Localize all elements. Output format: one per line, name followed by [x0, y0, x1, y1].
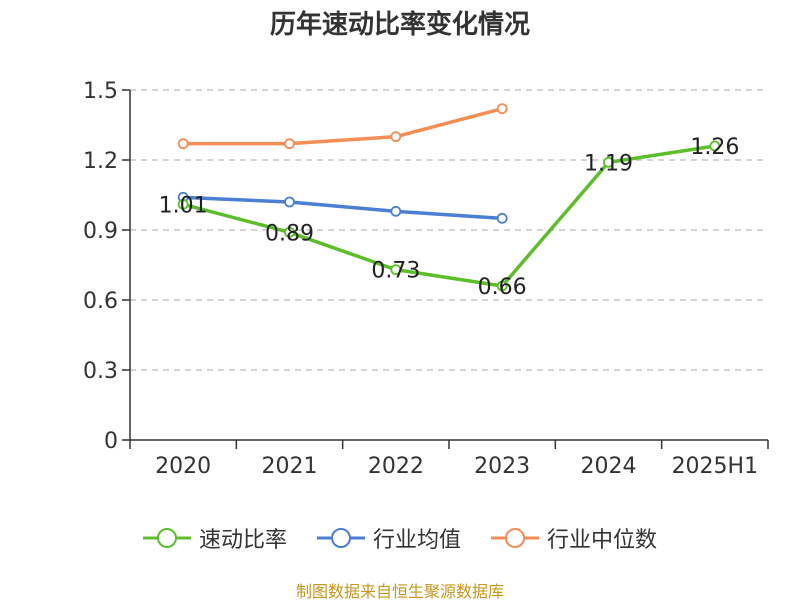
- y-tick-label: 0: [104, 429, 118, 454]
- data-point: [284, 226, 295, 238]
- legend-swatch: [142, 528, 191, 548]
- data-label: 1.26: [690, 135, 739, 160]
- chart-title: 历年速动比率变化情况: [269, 10, 530, 40]
- x-tick-label: 2023: [474, 454, 530, 479]
- series-line: [183, 106, 503, 146]
- data-label: 1.01: [159, 193, 208, 218]
- legend-label: 行业均值: [372, 528, 461, 553]
- data-point: [390, 205, 402, 217]
- y-tick-label: 0.9: [83, 219, 118, 244]
- data-point: [390, 264, 402, 276]
- data-label: 0.89: [265, 221, 314, 246]
- series-line: [182, 144, 716, 288]
- y-tick-label: 1.5: [83, 79, 118, 104]
- legend-label: 行业中位数: [547, 528, 658, 553]
- legend-swatch: [316, 528, 365, 548]
- data-point: [709, 140, 721, 152]
- data-point: [177, 138, 189, 150]
- series-line: [183, 195, 503, 221]
- data-label: 1.19: [584, 151, 633, 176]
- data-point: [496, 280, 508, 292]
- axes: 0 0.3 0.6 0.9 1.2 1.5 2020 2021 2022 2023 2024 2025…: [83, 79, 769, 479]
- data-point: [284, 196, 295, 208]
- grid-lines: [130, 89, 768, 371]
- data-point: [603, 156, 614, 168]
- y-tick-label: 1.2: [83, 149, 118, 174]
- x-tick-label: 2021: [262, 454, 318, 479]
- source-note: 制图数据来自恒生聚源数据库: [295, 582, 504, 601]
- legend-swatch: [491, 528, 539, 548]
- legend-item[interactable]: 行业中位数: [491, 522, 657, 554]
- data-label: 0.73: [371, 259, 420, 284]
- data-point: [284, 138, 295, 150]
- data-point: [496, 103, 508, 115]
- data-point: [177, 198, 189, 210]
- legend: 速动比率 行业均值 行业中位数: [0, 520, 800, 556]
- y-tick-label: 0.6: [83, 289, 118, 314]
- x-tick-label: 2022: [368, 454, 424, 479]
- legend-item[interactable]: 速动比率: [142, 522, 287, 554]
- y-tick-label: 0.3: [83, 359, 118, 384]
- series-lines: [177, 103, 721, 292]
- x-tick-label: 2024: [581, 454, 637, 479]
- data-point: [390, 131, 402, 143]
- x-tick-label: 2020: [155, 454, 211, 479]
- legend-label: 速动比率: [198, 528, 287, 553]
- data-point: [496, 212, 508, 224]
- legend-item[interactable]: 行业均值: [316, 522, 461, 554]
- x-tick-label: 2025H1: [672, 454, 759, 479]
- data-label: 0.66: [478, 275, 527, 300]
- data-labels: 1.01 0.89 0.73 0.66 1.19 1.26: [159, 135, 740, 300]
